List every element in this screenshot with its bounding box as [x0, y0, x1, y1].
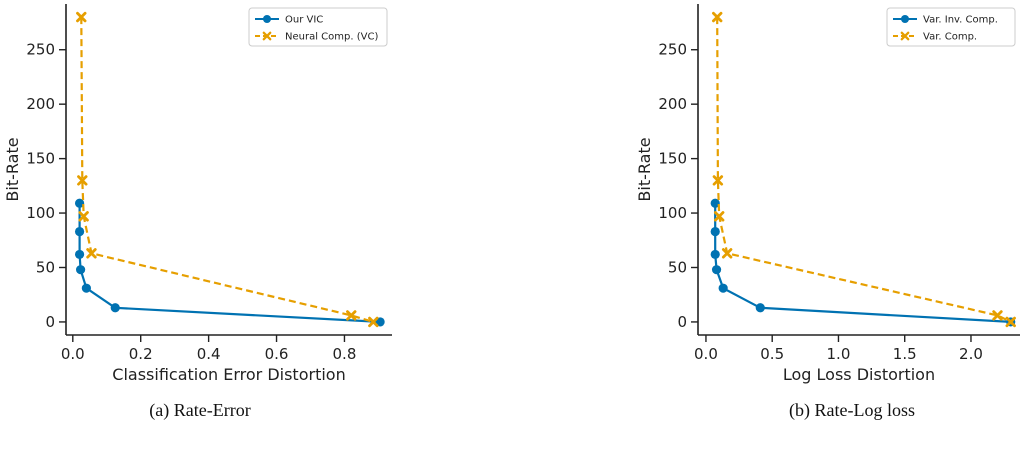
x-tick-label: 0.8: [333, 345, 357, 363]
series-line-solid: [78, 203, 381, 323]
y-tick-label: 50: [36, 258, 55, 276]
x-axis-title: Classification Error Distortion: [112, 365, 345, 384]
data-point: [711, 265, 722, 275]
y-tick-label: 100: [26, 204, 55, 222]
figure-caption: (a) Rate-Error: [149, 400, 250, 421]
legend-box: [248, 7, 388, 47]
y-tick-label: 200: [26, 95, 55, 113]
data-point: [710, 249, 720, 260]
data-point: [110, 303, 120, 313]
x-tick-label: 0.0: [694, 345, 718, 363]
data-point-x: [721, 248, 733, 259]
legend: Var. Inv. Comp. Var. Comp.: [886, 7, 1016, 47]
data-point: [710, 226, 720, 237]
data-point-x: [714, 211, 725, 222]
legend-marker: [263, 15, 271, 23]
x-tick-label: 1.0: [827, 345, 851, 363]
legend-marker: [262, 31, 272, 41]
data-point-x: [1005, 316, 1016, 328]
y-tick-label: 0: [45, 313, 55, 331]
data-point-x: [346, 310, 357, 321]
data-point-x: [78, 211, 89, 222]
legend: Our VIC Neural Comp. (VC): [248, 7, 388, 47]
y-axis-title: Bit-Rate: [3, 137, 22, 201]
chart-rate-error: 0 50 100 150 200 250 0.0 0.2 0.4 0.6 0.8 Classifica…: [3, 4, 392, 421]
data-point-x: [77, 175, 88, 186]
y-axis-title: Bit-Rate: [635, 137, 654, 201]
data-point: [755, 303, 765, 313]
chart-rate-log-loss: 0 50 100 150 200 250 0.0 0.5 1.0 1.5 2.0 Log Loss D…: [635, 4, 1020, 421]
legend-label: Our VIC: [285, 15, 323, 26]
legend-label: Neural Comp. (VC): [285, 32, 378, 43]
data-point-x: [368, 316, 379, 328]
data-point-x: [712, 175, 724, 186]
x-tick-label: 0.4: [197, 345, 221, 363]
x-tick-label: 0.0: [61, 345, 85, 363]
y-tick-label: 250: [658, 41, 687, 59]
data-point: [375, 317, 385, 327]
x-tick-label: 0.6: [265, 345, 289, 363]
legend-box: [886, 7, 1016, 47]
y-tick-label: 50: [668, 258, 687, 276]
data-point-x: [86, 248, 97, 259]
y-tick-label: 250: [26, 41, 55, 59]
y-tick-label: 0: [677, 313, 687, 331]
series-line-dashed: [80, 17, 374, 323]
data-point-x: [76, 11, 87, 23]
data-point: [718, 283, 728, 293]
data-point-x: [992, 310, 1003, 321]
legend-label: Var. Comp.: [923, 32, 977, 43]
data-point: [74, 226, 85, 237]
y-tick-label: 150: [26, 150, 55, 168]
legend-marker: [901, 15, 909, 23]
data-point: [710, 198, 720, 208]
data-point: [74, 198, 85, 208]
y-tick-label: 150: [658, 150, 687, 168]
data-point: [74, 249, 85, 260]
data-point-x: [712, 11, 723, 23]
x-tick-label: 0.2: [129, 345, 153, 363]
series-line-dashed: [716, 17, 1012, 323]
y-tick-label: 100: [658, 204, 687, 222]
legend-label: Var. Inv. Comp.: [923, 15, 998, 26]
x-tick-label: 0.5: [760, 345, 784, 363]
figure-caption: (b) Rate-Log loss: [789, 400, 915, 421]
x-tick-label: 2.0: [959, 345, 983, 363]
y-tick-label: 200: [658, 95, 687, 113]
x-tick-label: 1.5: [893, 345, 917, 363]
data-point: [81, 283, 91, 293]
x-axis-title: Log Loss Distortion: [783, 365, 935, 384]
legend-marker: [900, 31, 910, 41]
data-point: [76, 265, 86, 275]
